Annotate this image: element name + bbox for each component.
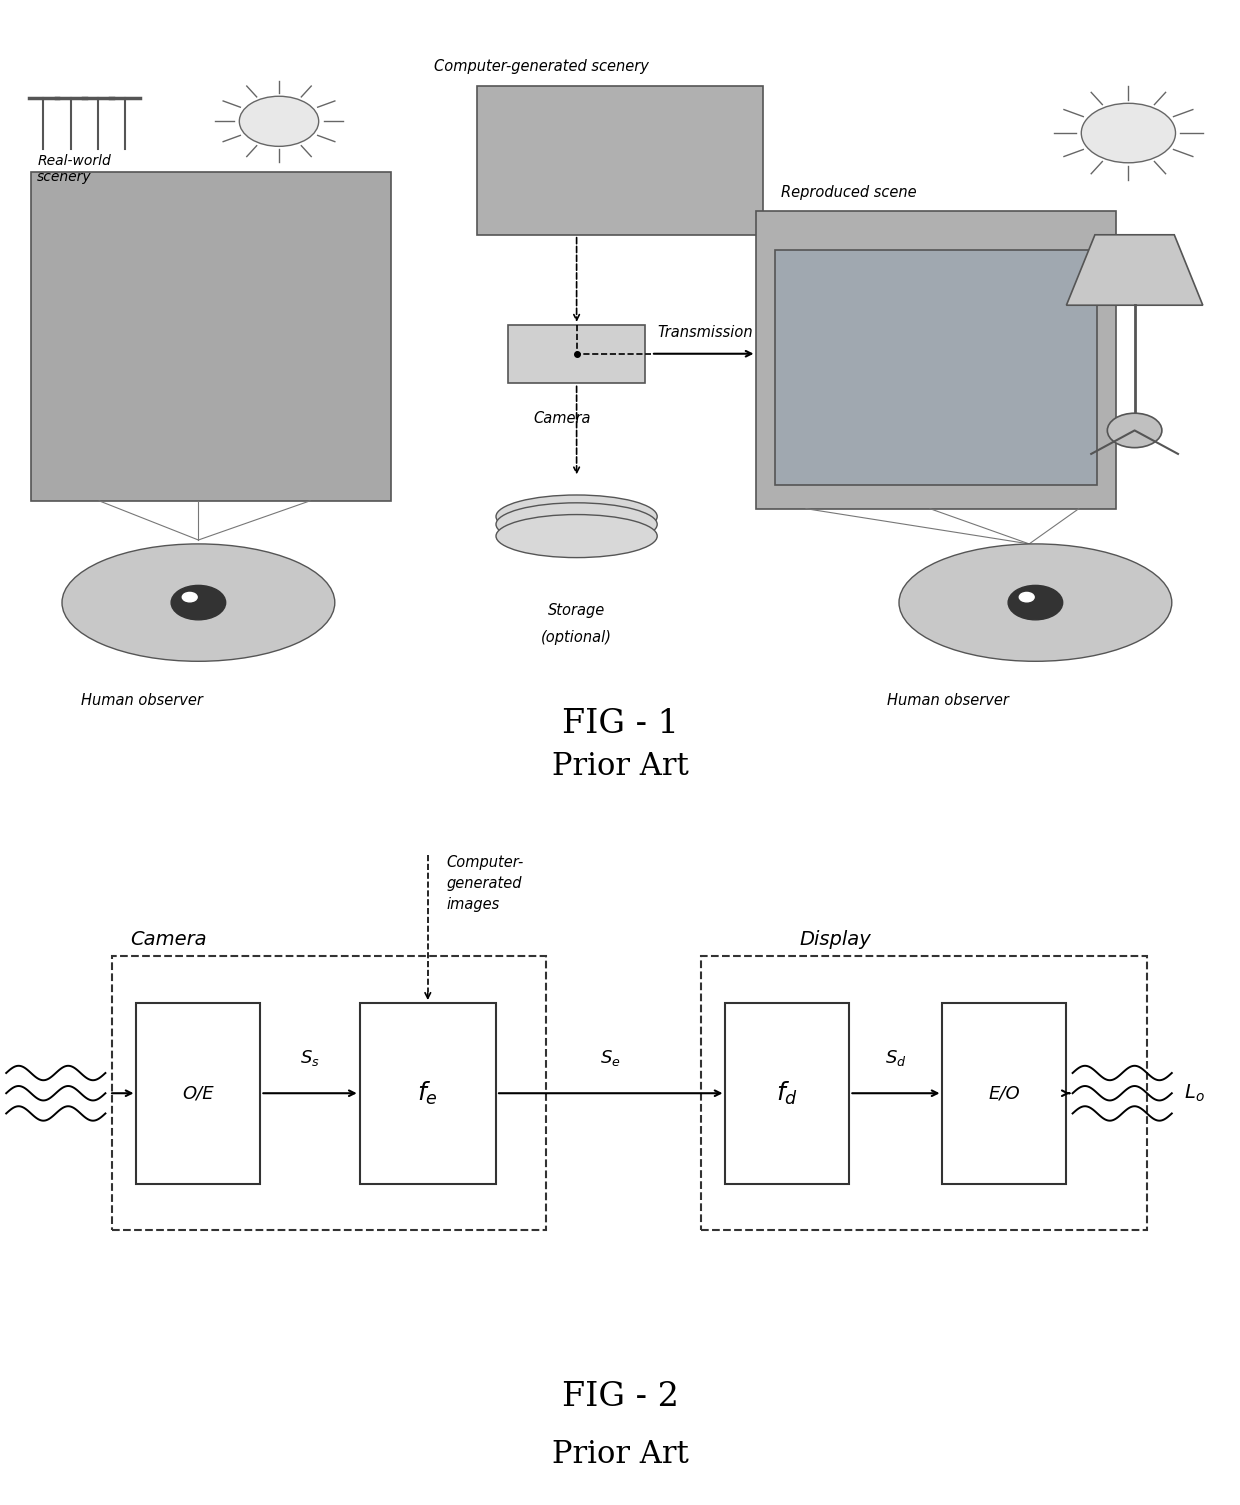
- Text: Human observer: Human observer: [81, 692, 202, 707]
- Ellipse shape: [496, 495, 657, 539]
- Text: O/E: O/E: [182, 1084, 215, 1102]
- Circle shape: [171, 585, 226, 620]
- Text: S$_s$: S$_s$: [300, 1047, 320, 1069]
- Circle shape: [1081, 104, 1176, 163]
- Text: S$_d$: S$_d$: [885, 1047, 906, 1069]
- Text: Prior Art: Prior Art: [552, 1439, 688, 1470]
- FancyBboxPatch shape: [31, 172, 391, 501]
- FancyBboxPatch shape: [756, 211, 1116, 509]
- Text: Human observer: Human observer: [887, 692, 1008, 707]
- FancyBboxPatch shape: [725, 1002, 849, 1183]
- Text: Computer-
generated
images: Computer- generated images: [446, 855, 523, 912]
- Text: Camera: Camera: [130, 930, 207, 948]
- Text: L$_o$: L$_o$: [1184, 1082, 1205, 1103]
- Ellipse shape: [496, 515, 657, 557]
- Circle shape: [1019, 593, 1034, 602]
- Text: Storage: Storage: [548, 602, 605, 617]
- FancyBboxPatch shape: [136, 1002, 260, 1183]
- Circle shape: [1107, 414, 1162, 447]
- Text: FIG - 2: FIG - 2: [562, 1380, 678, 1413]
- FancyBboxPatch shape: [942, 1002, 1066, 1183]
- Text: Computer-generated scenery: Computer-generated scenery: [434, 59, 649, 74]
- Text: Real-world
scenery: Real-world scenery: [37, 154, 110, 184]
- FancyBboxPatch shape: [360, 1002, 496, 1183]
- Circle shape: [1008, 585, 1063, 620]
- Ellipse shape: [62, 543, 335, 661]
- Circle shape: [182, 593, 197, 602]
- Text: Transmission: Transmission: [657, 325, 753, 340]
- Ellipse shape: [899, 543, 1172, 661]
- Text: Display: Display: [800, 930, 872, 948]
- Text: S$_e$: S$_e$: [600, 1047, 621, 1069]
- Ellipse shape: [496, 503, 657, 546]
- Text: Camera: Camera: [533, 411, 590, 426]
- FancyBboxPatch shape: [775, 250, 1097, 485]
- Text: Prior Art: Prior Art: [552, 751, 688, 783]
- Text: $f_d$: $f_d$: [776, 1079, 799, 1106]
- FancyBboxPatch shape: [508, 325, 645, 384]
- FancyBboxPatch shape: [477, 86, 763, 235]
- Text: FIG - 1: FIG - 1: [562, 707, 678, 740]
- Circle shape: [239, 96, 319, 146]
- Text: $f_e$: $f_e$: [418, 1079, 438, 1106]
- Polygon shape: [1066, 235, 1203, 306]
- Text: (optional): (optional): [541, 631, 613, 646]
- Text: Reproduced scene: Reproduced scene: [781, 185, 916, 200]
- Text: E/O: E/O: [988, 1084, 1021, 1102]
